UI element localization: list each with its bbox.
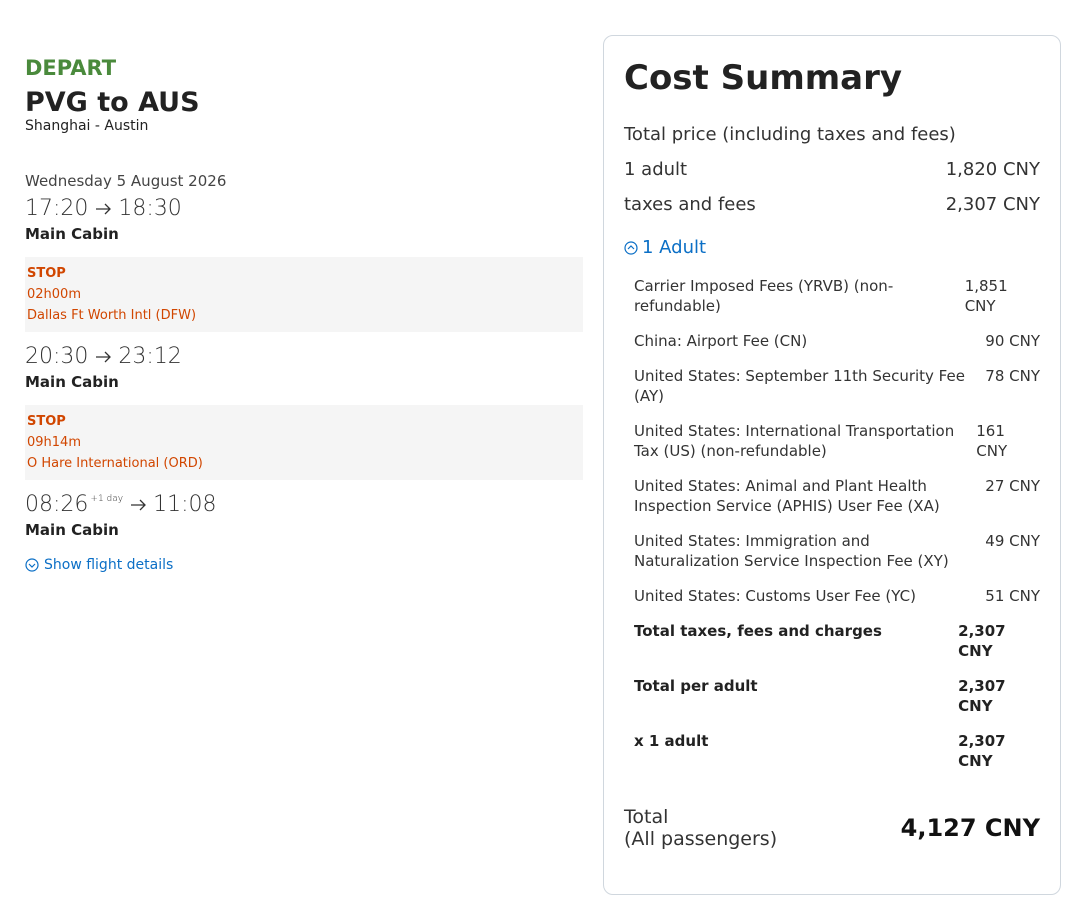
arrow-icon	[96, 351, 112, 362]
cabin: Main Cabin	[25, 225, 119, 243]
chevron-icon	[25, 558, 39, 572]
depart-time: 20:30	[25, 344, 89, 369]
fee-amount: 27 CNY	[985, 477, 1040, 495]
cabin: Main Cabin	[25, 373, 119, 391]
fee-amount: 2,307 CNY	[958, 677, 1006, 715]
fee-label: China: Airport Fee (CN)	[634, 332, 808, 350]
fee-label: United States: Customs User Fee (YC)	[634, 587, 916, 605]
toggle-text[interactable]: 1 Adult	[642, 237, 707, 258]
route: PVG to AUS	[25, 87, 200, 118]
fee-row: United States: Immigration and Naturaliz…	[624, 523, 1040, 578]
fee-label: United States: Immigration and Naturaliz…	[634, 532, 949, 570]
fee-label: Carrier Imposed Fees (YRVB) (non-refunda…	[634, 277, 894, 315]
fee-amount: 2,307 CNY	[958, 622, 1006, 660]
price-rows: 1 adult 1,820 CNY taxes and fees 2,307 CNY	[624, 159, 1040, 215]
row-label: 1 adult	[624, 159, 688, 180]
total-labels: Total (All passengers)	[624, 806, 777, 850]
arrive-time: 23:12	[118, 344, 182, 369]
stop-airport: Dallas Ft Worth Intl (DFW)	[27, 308, 197, 323]
itinerary: DEPART PVG to AUS Shanghai - Austin Wedn…	[25, 56, 583, 573]
fee-amount: 78 CNY	[985, 367, 1040, 385]
stop-box: STOP 09h14m O Hare International (ORD)	[25, 405, 583, 480]
cost-title: Cost Summary	[624, 58, 903, 98]
chevron-icon	[624, 240, 638, 255]
flight-times: 08:26 +1 day 11:08	[25, 492, 583, 517]
row-label: taxes and fees	[624, 194, 756, 215]
depart-time: 17:20	[25, 196, 89, 221]
arrow-icon	[96, 203, 112, 214]
cabin: Main Cabin	[25, 521, 119, 539]
fee-row: United States: International Transportat…	[624, 413, 1040, 468]
arrive-time: 18:30	[118, 196, 182, 221]
fee-amount: 90 CNY	[985, 332, 1040, 350]
total-label: Total	[624, 806, 669, 828]
price-row: taxes and fees 2,307 CNY	[624, 194, 1040, 215]
stop-duration: 09h14m	[27, 435, 81, 450]
stop-label: STOP	[27, 414, 66, 429]
cities: Shanghai - Austin	[25, 118, 149, 134]
grand-total: Total (All passengers) 4,127 CNY	[624, 806, 1040, 850]
arrive-time: 11:08	[153, 492, 217, 517]
legs: 17:20 18:30 Main Cabin STOP 02h00m Dallas Ft …	[25, 196, 583, 539]
row-amount: 2,307 CNY	[945, 194, 1040, 215]
date: Wednesday 5 August 2026	[25, 172, 227, 190]
row-amount: 1,820 CNY	[945, 159, 1040, 180]
total-amount: 4,127 CNY	[900, 814, 1040, 842]
stop-label: STOP	[27, 266, 66, 281]
fee-row: United States: Customs User Fee (YC) 51 C…	[624, 578, 1040, 613]
details-link[interactable]: Show flight details	[25, 557, 583, 573]
depart-time: 08:26	[25, 492, 89, 517]
fee-amount: 2,307 CNY	[958, 732, 1006, 770]
fee-row: China: Airport Fee (CN) 90 CNY	[624, 323, 1040, 358]
fee-amount: 1,851 CNY	[964, 277, 1008, 315]
fee-row: Carrier Imposed Fees (YRVB) (non-refunda…	[624, 268, 1040, 323]
adult-toggle[interactable]: 1 Adult	[624, 237, 1040, 258]
flight-times: 20:30 23:12	[25, 344, 583, 369]
total-sublabel: (All passengers)	[624, 828, 778, 850]
fee-amount: 49 CNY	[985, 532, 1040, 550]
cost-summary: Cost Summary Total price (including taxe…	[603, 35, 1061, 895]
fee-label: United States: International Transportat…	[634, 422, 955, 460]
fee-amount: 51 CNY	[985, 587, 1040, 605]
arrow-icon	[131, 499, 147, 510]
total-row: Total per adult 2,307 CNY	[624, 668, 1040, 723]
price-row: 1 adult 1,820 CNY	[624, 159, 1040, 180]
cost-subtitle: Total price (including taxes and fees)	[624, 124, 956, 145]
stop-box: STOP 02h00m Dallas Ft Worth Intl (DFW)	[25, 257, 583, 332]
total-row: Total taxes, fees and charges 2,307 CNY	[624, 613, 1040, 668]
fee-label: Total per adult	[634, 677, 758, 695]
breakdown: Carrier Imposed Fees (YRVB) (non-refunda…	[624, 268, 1040, 778]
stop-airport: O Hare International (ORD)	[27, 456, 203, 471]
flight-times: 17:20 18:30	[25, 196, 583, 221]
fee-label: United States: Animal and Plant Health I…	[634, 477, 940, 515]
stop-duration: 02h00m	[27, 287, 81, 302]
fee-row: United States: September 11th Security F…	[624, 358, 1040, 413]
fee-amount: 161 CNY	[976, 422, 1008, 460]
fee-label: United States: September 11th Security F…	[634, 367, 965, 405]
fee-row: United States: Animal and Plant Health I…	[624, 468, 1040, 523]
day-note: +1 day	[90, 494, 124, 504]
total-row: x 1 adult 2,307 CNY	[624, 723, 1040, 778]
depart-label: DEPART	[25, 56, 117, 80]
fee-label: Total taxes, fees and charges	[634, 622, 882, 640]
fee-label: x 1 adult	[634, 732, 709, 750]
link-text[interactable]: Show flight details	[44, 557, 174, 573]
